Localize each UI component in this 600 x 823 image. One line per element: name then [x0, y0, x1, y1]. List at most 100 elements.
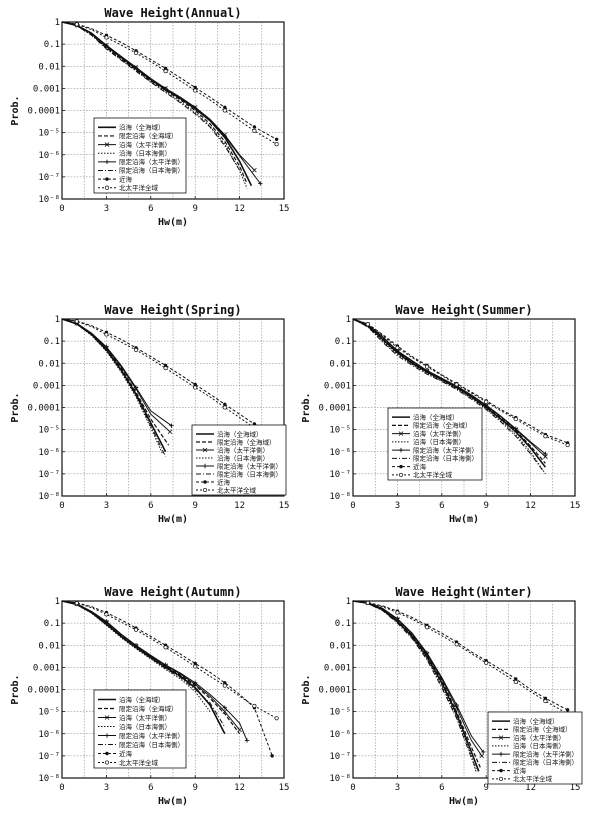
legend-marker — [398, 472, 404, 477]
series-point — [169, 423, 174, 428]
y-tick-label: 10⁻⁶ — [38, 448, 60, 458]
legend-label: 限定沿海（太平洋側） — [119, 731, 184, 740]
series-point — [252, 128, 257, 133]
legend-label: 限定沿海（太平洋側） — [217, 461, 282, 470]
y-tick-label: 1 — [346, 597, 351, 607]
series-point — [543, 451, 548, 457]
x-tick-label: 3 — [104, 783, 109, 793]
legend-label: 近海 — [119, 174, 133, 183]
legend-label: 北太平洋全域 — [513, 774, 553, 783]
series-point — [104, 344, 109, 350]
x-axis-label: Hw(m) — [158, 217, 188, 228]
legend-label: 近海 — [413, 462, 427, 471]
legend-marker — [104, 185, 110, 190]
series-point — [454, 702, 459, 708]
series-0 — [352, 600, 480, 772]
legend-label: 沿海（太平洋側） — [413, 429, 465, 438]
legend: 沿海（全海域）限定沿海（全海域）沿海（太平洋側）沿海（日本海側）限定沿海（太平洋… — [191, 424, 287, 496]
series-line — [61, 21, 241, 171]
series-line — [352, 318, 568, 446]
series-point — [543, 454, 548, 459]
series-point — [513, 417, 518, 422]
chart-title: Wave Height(Winter) — [395, 585, 532, 599]
y-tick-label: 10⁻⁶ — [38, 151, 60, 161]
series-point — [222, 133, 227, 139]
y-tick-label: 1 — [55, 18, 60, 28]
y-tick-label: 0.1 — [335, 337, 351, 347]
series-point — [395, 345, 400, 350]
legend-label: 沿海（全海域） — [413, 412, 459, 421]
y-tick-label: 0.0001 — [318, 404, 351, 414]
x-tick-label: 6 — [148, 204, 153, 214]
legend-marker — [104, 715, 110, 720]
series-point — [543, 696, 548, 701]
y-tick-label: 10⁻⁸ — [329, 774, 351, 784]
series-point — [565, 443, 570, 448]
y-tick-label: 0.1 — [335, 619, 351, 629]
series-point — [193, 85, 197, 90]
x-tick-label: 3 — [395, 501, 400, 511]
legend-label: 限定沿海（全海域） — [413, 421, 472, 430]
series-line — [352, 600, 480, 772]
x-tick-label: 15 — [279, 501, 290, 511]
legend-marker — [105, 177, 109, 181]
legend-label: 限定沿海（全海域） — [119, 131, 178, 140]
series-point — [193, 680, 198, 686]
legend-box — [387, 407, 483, 481]
series-line — [61, 318, 164, 455]
series-point — [543, 434, 548, 439]
series-point — [74, 22, 79, 27]
y-tick-label: 10⁻⁷ — [329, 752, 351, 762]
y-tick-label: 10⁻⁸ — [329, 492, 351, 502]
series-point — [223, 402, 227, 406]
x-tick-label: 15 — [570, 783, 581, 793]
x-tick-label: 0 — [350, 783, 355, 793]
legend-label: 沿海（日本海側） — [413, 437, 465, 446]
y-tick-label: 1 — [346, 315, 351, 325]
series-line — [61, 600, 226, 735]
series-point — [258, 181, 263, 186]
series-point — [237, 727, 242, 733]
legend-label: 近海 — [217, 477, 231, 486]
series-point — [395, 610, 400, 615]
legend-label: 沿海（日本海側） — [513, 741, 565, 750]
series-0 — [61, 600, 226, 735]
y-tick-label: 0.0001 — [27, 404, 60, 414]
series-line — [61, 318, 167, 457]
x-axis-label: Hw(m) — [158, 514, 188, 525]
x-axis-label: Hw(m) — [449, 796, 479, 807]
legend: 沿海（全海域）限定沿海（全海域）沿海（太平洋側）沿海（日本海側）限定沿海（太平洋… — [487, 711, 583, 785]
series-line — [352, 600, 477, 772]
series-point — [193, 385, 198, 390]
series-5 — [352, 600, 478, 772]
y-tick-label: 10⁻⁵ — [38, 129, 60, 139]
legend-label: 沿海（太平洋側） — [119, 140, 171, 149]
chart-panel-0: 0 3 6 9 12 15 1 0.1 0.01 0.001 0.0001 10⁻⁵ 10⁻⁶ 10⁻⁷ 1… — [10, 6, 289, 228]
legend-marker — [398, 431, 404, 436]
y-tick-label: 10⁻⁷ — [38, 173, 60, 183]
series-line — [61, 21, 248, 184]
y-axis-label: Prob. — [10, 674, 21, 704]
legend-marker — [104, 760, 110, 765]
series-3 — [61, 318, 164, 455]
legend-marker — [203, 480, 207, 484]
series-point — [133, 643, 139, 648]
legend-marker — [498, 735, 504, 740]
legend-marker — [499, 768, 503, 773]
x-axis-label: Hw(m) — [449, 514, 479, 525]
series-point — [193, 88, 198, 93]
legend-label: 限定沿海（全海域） — [119, 704, 178, 713]
series-point — [222, 683, 227, 688]
y-tick-label: 10⁻⁵ — [329, 426, 351, 436]
series-point — [193, 382, 197, 387]
chart-panel-1: 0 3 6 9 12 15 1 0.1 0.01 0.001 0.0001 10⁻⁵ 10⁻⁶ 10⁻⁷ 1… — [10, 303, 289, 525]
y-tick-label: 10⁻⁷ — [329, 470, 351, 480]
y-tick-label: 1 — [55, 315, 60, 325]
series-point — [270, 754, 274, 758]
series-5 — [61, 600, 226, 728]
series-point — [252, 167, 257, 173]
series-4 — [61, 600, 250, 743]
chart-title: Wave Height(Spring) — [104, 303, 241, 317]
y-tick-label: 0.1 — [44, 619, 60, 629]
